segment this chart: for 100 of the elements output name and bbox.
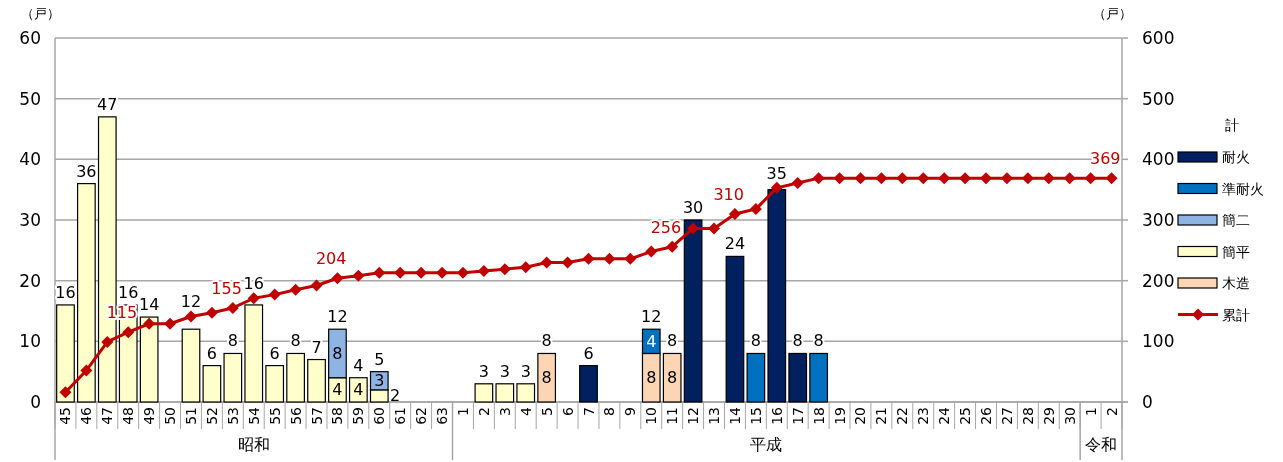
x-tick-label: 52	[203, 407, 220, 425]
bar	[202, 365, 222, 403]
x-tick-label: 25	[957, 407, 974, 425]
x-tick-label: 20	[852, 407, 869, 425]
x-tick-label: 27	[998, 407, 1015, 425]
y-tick-label: 20	[19, 270, 41, 291]
bar	[474, 383, 494, 403]
total-label: 6	[269, 343, 280, 363]
point	[875, 172, 888, 185]
total-label: 8	[667, 331, 678, 351]
x-tick-label: 57	[308, 407, 325, 425]
legend-title: 計	[1225, 117, 1239, 133]
x-tick-label: 55	[266, 407, 283, 425]
point	[498, 263, 511, 276]
text: 昭和	[237, 435, 270, 454]
total-label: 30	[682, 198, 704, 217]
point	[164, 317, 177, 330]
point	[666, 240, 679, 253]
point	[373, 266, 386, 279]
point	[708, 222, 721, 235]
x-tick-label: 61	[392, 407, 409, 425]
point	[205, 306, 218, 319]
bar	[348, 377, 368, 403]
x-tick-label: 7	[580, 407, 597, 416]
point	[938, 172, 951, 185]
x-tick-label: 48	[120, 407, 137, 425]
x-tick-label: 54	[245, 406, 262, 425]
total-label: 6	[206, 343, 218, 363]
x-tick-label: 50	[162, 407, 179, 425]
x-tick-label: 15	[747, 407, 764, 425]
x-tick-label: 1	[454, 407, 471, 416]
bar	[537, 352, 557, 403]
y2-tick-label: 100	[1142, 331, 1175, 352]
x-tick-label: 14	[726, 406, 743, 425]
point	[122, 326, 135, 339]
x-tick-label: 8	[601, 407, 618, 416]
bar	[77, 183, 96, 403]
x-tick-label: 13	[706, 407, 723, 425]
total-label: 3	[520, 361, 531, 381]
bar	[788, 352, 808, 403]
y-axis-title: （戸）	[20, 6, 60, 21]
bar	[725, 255, 745, 403]
x-tick-label: 59	[350, 407, 367, 425]
point	[331, 272, 344, 285]
point	[352, 269, 365, 282]
point	[519, 261, 532, 274]
data-label: 4	[646, 331, 657, 351]
data-label: 8	[332, 343, 343, 363]
point	[184, 310, 197, 323]
x-tick-label: 17	[789, 407, 806, 425]
point	[1084, 172, 1097, 185]
y-tick-label: 10	[19, 331, 41, 352]
x-tick-label: 62	[413, 407, 430, 425]
x-tick-label: 51	[182, 407, 199, 425]
y-tick-label: 50	[19, 88, 41, 109]
legend-label: 簡二	[1222, 212, 1250, 228]
total-label: 36	[76, 161, 97, 181]
x-tick-label: 19	[831, 407, 848, 425]
bar	[683, 219, 703, 403]
x-tick-label: 2	[1103, 407, 1120, 416]
bar	[662, 352, 682, 403]
total-label: 16	[118, 282, 139, 302]
bar	[516, 383, 536, 403]
total-label: 3	[478, 361, 489, 381]
text: 令和	[1085, 435, 1118, 454]
data-label: 4	[353, 380, 364, 400]
x-tick-label: 24	[936, 406, 953, 425]
bar	[181, 328, 201, 403]
y2-tick-label: 500	[1142, 88, 1175, 109]
bar	[809, 352, 829, 403]
x-tick-label: 45	[57, 407, 74, 425]
x-tick-label: 16	[768, 406, 785, 425]
total-label: 24	[724, 234, 746, 254]
x-tick-label: 18	[810, 407, 827, 425]
x-tick-label: 49	[141, 407, 158, 425]
point	[1063, 172, 1076, 185]
point	[791, 176, 804, 189]
data-label: 3	[374, 371, 385, 391]
point	[226, 301, 239, 314]
x-tick-label: 4	[517, 406, 534, 416]
point	[80, 364, 93, 377]
point	[833, 172, 846, 185]
x-tick-label: 3	[496, 407, 513, 416]
y2-tick-label: 400	[1142, 149, 1175, 170]
point	[624, 252, 637, 265]
x-tick-label: 47	[99, 407, 116, 425]
y-tick-label: 30	[19, 210, 41, 230]
x-tick-label: 21	[873, 407, 890, 425]
data-label: 4	[332, 380, 343, 400]
y-tick-label: 0	[30, 392, 41, 412]
point	[1105, 172, 1118, 185]
data-label: 369	[1089, 149, 1121, 169]
total-label: 8	[792, 331, 803, 351]
x-tick-label: 30	[1061, 407, 1078, 425]
bar	[286, 352, 305, 403]
point	[289, 283, 302, 296]
x-tick-label: 10	[643, 407, 660, 425]
x-tick-label: 63	[434, 407, 451, 425]
x-tick-label: 5	[538, 407, 555, 416]
point	[310, 279, 323, 292]
